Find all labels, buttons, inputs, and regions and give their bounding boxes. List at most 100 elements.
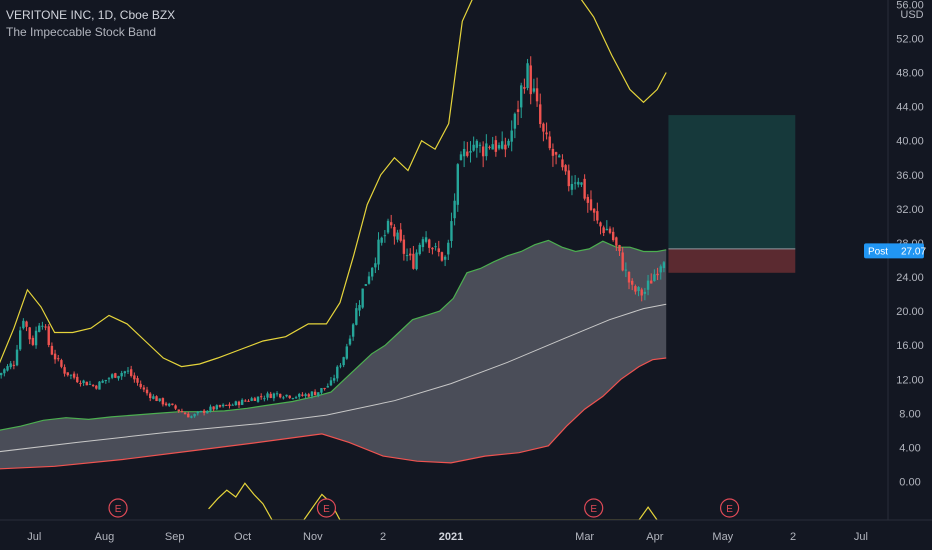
candle-down (114, 373, 117, 378)
candle-up (6, 366, 9, 371)
candle-up (472, 144, 475, 151)
currency-label: USD (900, 9, 923, 21)
candle-down (516, 109, 520, 112)
candle-up (478, 144, 482, 146)
candle-up (266, 393, 269, 398)
earnings-marker-1 (316, 498, 337, 518)
candle-up (152, 396, 155, 399)
candle-down (136, 378, 139, 383)
candle-up (580, 182, 583, 185)
candle-up (15, 349, 19, 366)
earnings-marker-label-3: E (726, 504, 733, 515)
candle-up (469, 150, 472, 153)
candle-up (9, 363, 12, 368)
candle-up (206, 410, 209, 414)
candle-up (196, 411, 199, 414)
candle-up (104, 379, 108, 382)
candle-down (28, 327, 31, 340)
candle-up (310, 391, 314, 397)
time-tick-8: Apr (646, 531, 663, 543)
time-axis[interactable] (0, 520, 932, 550)
candle-up (110, 374, 114, 378)
candle-up (190, 416, 193, 418)
candle-up (209, 406, 212, 411)
candle-down (561, 159, 564, 168)
candle-down (129, 369, 133, 376)
candle-down (139, 383, 142, 388)
candle-up (158, 398, 161, 401)
candle-down (288, 395, 291, 398)
band-layer (0, 239, 667, 470)
price-tick-13: 52.00 (896, 33, 924, 45)
price-tick-6: 24.00 (896, 272, 924, 284)
candle-down (602, 227, 605, 234)
candle-up (256, 396, 260, 402)
candle-down (149, 393, 152, 399)
candle-down (554, 152, 558, 155)
candle-up (41, 325, 44, 327)
time-tick-5: 2 (380, 531, 386, 543)
candle-down (133, 375, 136, 380)
price-axis[interactable] (888, 0, 932, 520)
band-lower-line (0, 357, 667, 470)
indicator-title[interactable]: The Impeccable Stock Band (6, 25, 156, 39)
candle-down (615, 237, 618, 246)
candle-up (443, 256, 447, 260)
position-zones[interactable] (668, 115, 796, 273)
time-axis-ticks: Jul Aug Sep Oct Nov 2 2021 Mar Apr May 2 Jul (27, 531, 868, 543)
candle-up (326, 386, 329, 388)
candle-up (383, 235, 387, 237)
candle-up (126, 370, 130, 372)
candle-down (279, 393, 282, 398)
candle-up (370, 267, 374, 277)
candle-down (259, 396, 263, 398)
candle-up (386, 220, 390, 233)
candle-up (462, 148, 466, 157)
candle-down (611, 231, 615, 241)
candle-down (174, 405, 177, 409)
price-tick-14: 56.00 (896, 0, 924, 11)
earnings-marker-label-0: E (115, 504, 122, 515)
candle-up (520, 85, 523, 108)
candle-down (627, 271, 631, 283)
candle-down (542, 123, 545, 132)
candle-up (434, 246, 437, 248)
candle-up (3, 369, 6, 374)
candle-down (640, 289, 643, 296)
candle-down (72, 373, 76, 378)
candle-up (275, 393, 279, 395)
candle-up (291, 398, 295, 400)
time-tick-11: Jul (854, 531, 868, 543)
candle-down (504, 144, 507, 150)
candle-up (282, 397, 285, 399)
candle-up (329, 380, 333, 386)
price-tick-12: 48.00 (896, 67, 924, 79)
candle-up (298, 393, 301, 397)
candle-up (123, 371, 127, 374)
candle-down (12, 364, 16, 366)
candle-down (523, 87, 526, 89)
candle-up (497, 145, 501, 149)
candle-up (415, 252, 418, 270)
candle-down (57, 358, 60, 360)
candle-down (212, 406, 215, 410)
candle-down (145, 389, 149, 394)
candle-down (596, 211, 599, 221)
candle-down (545, 132, 548, 135)
candle-down (529, 65, 532, 95)
candle-up (637, 287, 640, 292)
time-tick-1: Aug (95, 531, 115, 543)
candles-layer[interactable] (0, 56, 666, 419)
symbol-title[interactable]: VERITONE INC, 1D, Cboe BZX (6, 8, 175, 22)
earnings-marker-0 (108, 498, 128, 518)
time-tick-10: 2 (790, 531, 796, 543)
candle-down (225, 404, 228, 406)
last-price-label[interactable]: Post 27.07 (864, 243, 926, 259)
candle-down (599, 222, 602, 227)
price-tick-10: 40.00 (896, 136, 924, 148)
candle-down (539, 104, 542, 125)
post-label: Post (868, 246, 888, 257)
earnings-marker-2 (584, 498, 604, 518)
